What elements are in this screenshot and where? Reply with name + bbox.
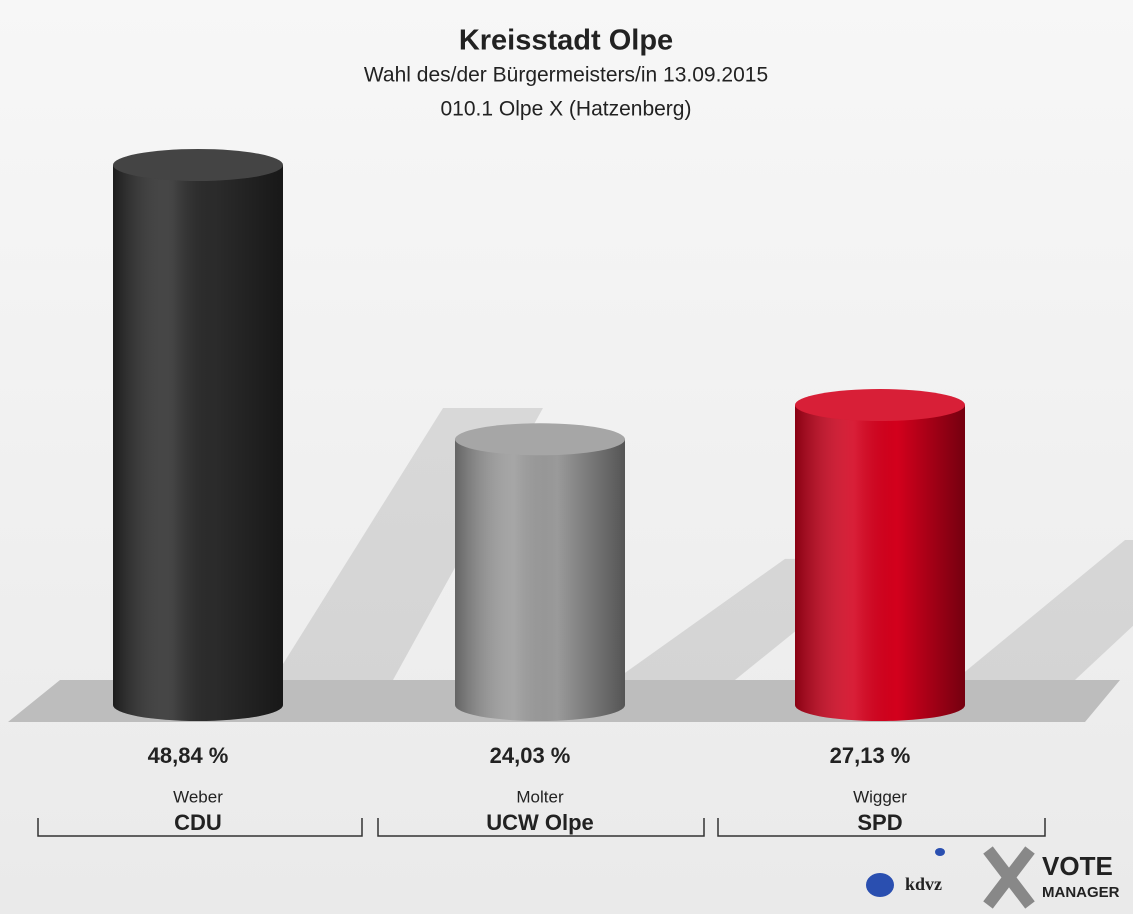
logo-text: MANAGER (1042, 884, 1120, 901)
party-label: SPD (857, 810, 902, 835)
bar-top (455, 423, 625, 456)
chart-subtitle: 010.1 Olpe X (Hatzenberg) (441, 98, 692, 121)
logo-text: VOTE (1042, 851, 1113, 881)
candidate-label: Weber (173, 787, 223, 806)
bar-top-highlight (113, 149, 283, 181)
bar-shading (795, 405, 965, 721)
bar-top (795, 389, 965, 422)
bar-shading (113, 165, 283, 721)
bar-shading (455, 439, 625, 721)
logo-icon (935, 848, 945, 856)
party-label: UCW Olpe (486, 810, 594, 835)
logo-icon (866, 873, 894, 897)
bar-shadow (955, 540, 1133, 680)
logo-text: kdvz (905, 874, 942, 894)
candidate-label: Molter (516, 787, 564, 806)
bar-top-highlight (795, 389, 965, 422)
logo-x (983, 846, 1035, 909)
category-bracket (37, 818, 363, 837)
category-bracket (717, 818, 1046, 837)
category-bracket (377, 818, 705, 837)
logo: kdvz VOTE MANAGER (866, 846, 1120, 909)
value-label: 24,03 % (490, 743, 571, 768)
party-label: CDU (174, 810, 222, 835)
chart-subtitle: Wahl des/der Bürgermeisters/in 13.09.201… (364, 64, 768, 87)
value-label: 27,13 % (830, 743, 911, 768)
bar-top-highlight (455, 423, 625, 456)
bar-top (113, 149, 283, 181)
candidate-label: Wigger (853, 787, 907, 806)
value-label: 48,84 % (148, 743, 229, 768)
chart-title: Kreisstadt Olpe (459, 25, 673, 57)
